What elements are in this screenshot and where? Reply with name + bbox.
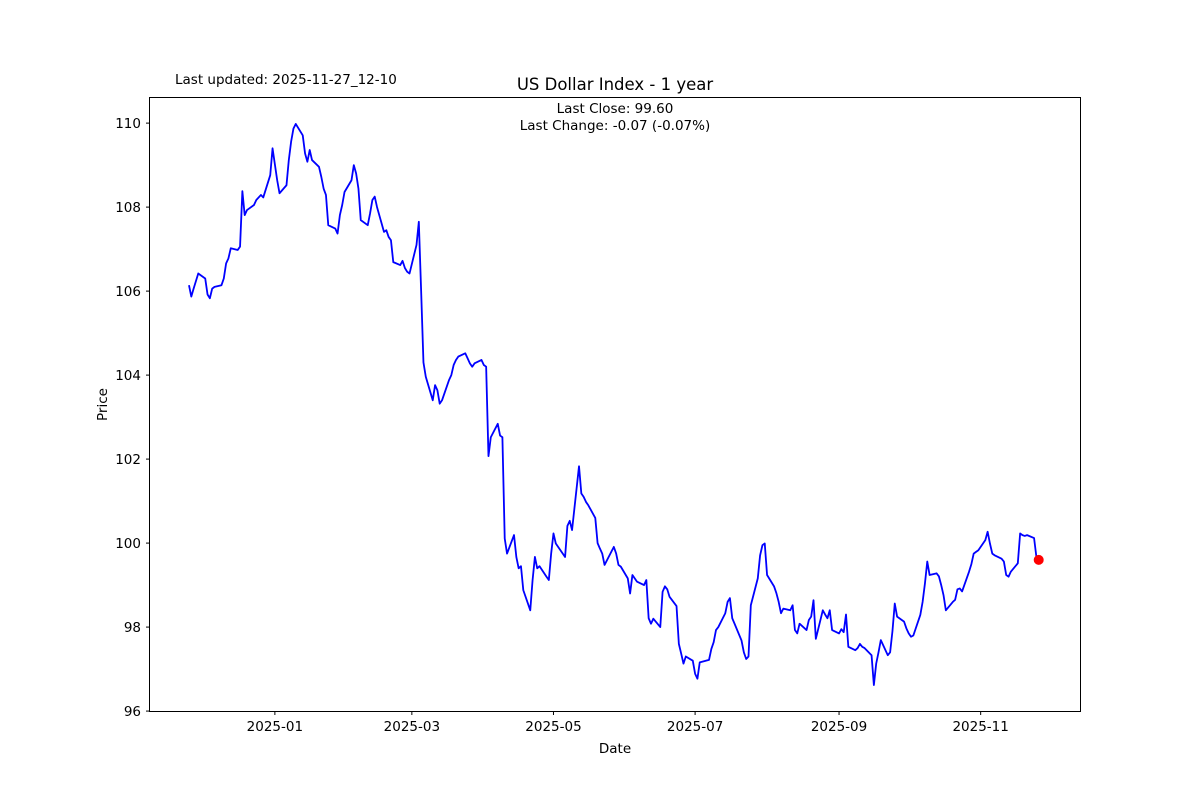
y-tick-label: 108 <box>115 200 141 216</box>
last-updated-label: Last updated: 2025-11-27_12-10 <box>175 72 397 88</box>
x-tick-label: 2025-11 <box>952 719 1008 735</box>
x-axis-label: Date <box>599 741 631 757</box>
y-tick-label: 98 <box>124 620 141 636</box>
x-tick-label: 2025-05 <box>525 719 581 735</box>
y-tick-label: 100 <box>115 536 141 552</box>
y-tick-label: 110 <box>115 116 141 132</box>
x-tick-label: 2025-03 <box>384 719 440 735</box>
axes-frame <box>149 97 1081 712</box>
x-tick-label: 2025-01 <box>247 719 303 735</box>
chart-title: US Dollar Index - 1 year <box>517 75 714 94</box>
y-tick-label: 96 <box>124 704 141 720</box>
price-line-layer <box>188 123 1044 686</box>
x-tick-label: 2025-07 <box>667 719 723 735</box>
ticks-layer: 2025-01 2025-03 2025-05 2025-07 2025-09 2025-… <box>115 116 1009 735</box>
price-line <box>188 123 1040 686</box>
y-tick-label: 104 <box>115 368 141 384</box>
y-axis-label: Price <box>95 388 111 421</box>
y-tick-label: 102 <box>115 452 141 468</box>
y-tick-label: 106 <box>115 284 141 300</box>
subtitle-last-close: Last Close: 99.60 <box>557 101 674 117</box>
last-close-marker <box>1033 554 1044 565</box>
subtitle-last-change: Last Change: -0.07 (-0.07%) <box>520 118 710 134</box>
x-tick-label: 2025-09 <box>811 719 867 735</box>
